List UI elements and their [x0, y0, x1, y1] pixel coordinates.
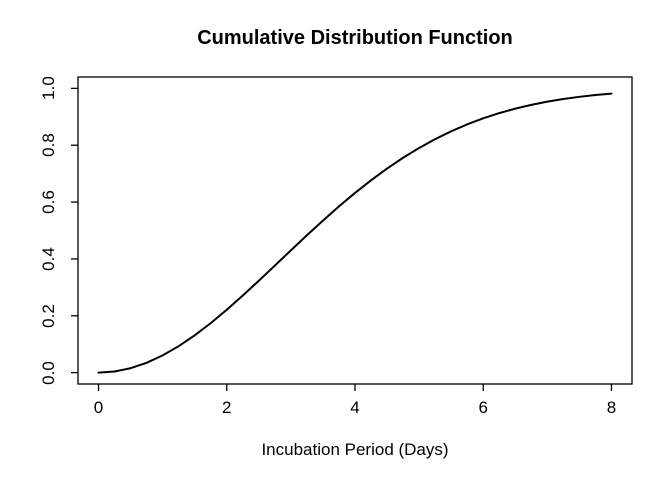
plot-box — [77, 76, 633, 385]
x-tick-label: 0 — [93, 398, 104, 417]
y-tick-label: 0.2 — [39, 303, 58, 328]
x-axis-label: Incubation Period (Days) — [261, 440, 449, 459]
x-tick-label: 6 — [478, 398, 488, 417]
chart-title: Cumulative Distribution Function — [197, 27, 513, 49]
y-tick-label: 0.0 — [39, 360, 58, 385]
y-tick-label: 0.6 — [39, 190, 58, 214]
x-tick-label: 2 — [222, 398, 232, 417]
y-tick-label: 1.0 — [39, 76, 58, 101]
x-tick-label: 4 — [350, 398, 360, 417]
y-tick-label: 0.4 — [39, 247, 58, 271]
x-tick-label: 8 — [606, 398, 617, 417]
cdf-curve — [97, 92, 613, 374]
y-tick-label: 0.8 — [39, 133, 58, 158]
